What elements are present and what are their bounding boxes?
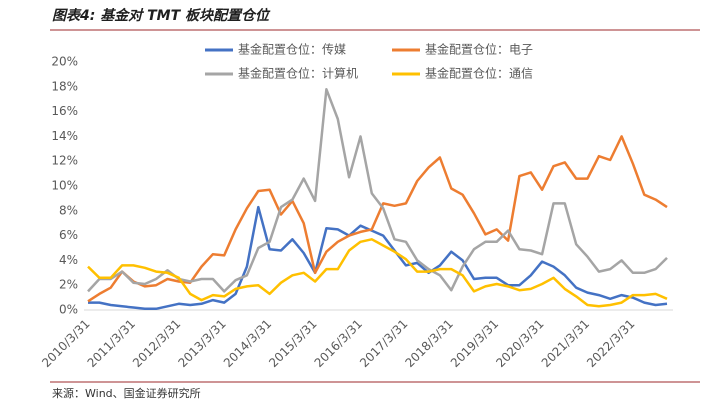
x-tick-label: 2018/3/31 bbox=[402, 317, 455, 370]
y-tick-label: 10% bbox=[51, 179, 78, 193]
x-tick-label: 2017/3/31 bbox=[357, 317, 410, 370]
series-line bbox=[88, 205, 668, 311]
x-tick-label: 2022/3/31 bbox=[584, 317, 637, 370]
x-tick-label: 2021/3/31 bbox=[539, 317, 592, 370]
legend-label: 基金配置仓位：电子 bbox=[425, 42, 533, 57]
x-tick-label: 2011/3/31 bbox=[85, 317, 138, 370]
y-tick-label: 4% bbox=[59, 253, 78, 267]
y-tick-label: 20% bbox=[51, 55, 78, 69]
series-line bbox=[87, 135, 668, 303]
x-tick-label: 2010/3/31 bbox=[39, 317, 92, 370]
y-tick-label: 0% bbox=[59, 303, 78, 317]
y-tick-label: 12% bbox=[51, 154, 78, 168]
legend-label: 基金配置仓位：传媒 bbox=[238, 42, 346, 57]
y-tick-label: 16% bbox=[51, 104, 78, 118]
x-tick-label: 2013/3/31 bbox=[175, 317, 228, 370]
legend-label: 基金配置仓位：通信 bbox=[425, 66, 533, 81]
series-line bbox=[87, 88, 668, 293]
y-tick-label: 18% bbox=[51, 79, 78, 93]
x-tick-label: 2020/3/31 bbox=[493, 317, 546, 370]
x-tick-label: 2019/3/31 bbox=[448, 317, 501, 370]
y-tick-label: 6% bbox=[59, 228, 78, 242]
y-tick-label: 8% bbox=[59, 203, 78, 217]
y-tick-label: 2% bbox=[59, 278, 78, 292]
source: 来源：Wind、国金证券研究所 bbox=[52, 386, 201, 400]
y-tick-label: 14% bbox=[51, 129, 78, 143]
x-tick-label: 2014/3/31 bbox=[221, 317, 274, 370]
x-tick-label: 2015/3/31 bbox=[266, 317, 319, 370]
legend-label: 基金配置仓位：计算机 bbox=[238, 66, 358, 81]
x-tick-label: 2012/3/31 bbox=[130, 317, 183, 370]
series-line bbox=[87, 238, 668, 308]
x-tick-label: 2016/3/31 bbox=[312, 317, 365, 370]
chart-title: 图表4: 基金对 TMT 板块配置仓位 bbox=[52, 7, 271, 24]
